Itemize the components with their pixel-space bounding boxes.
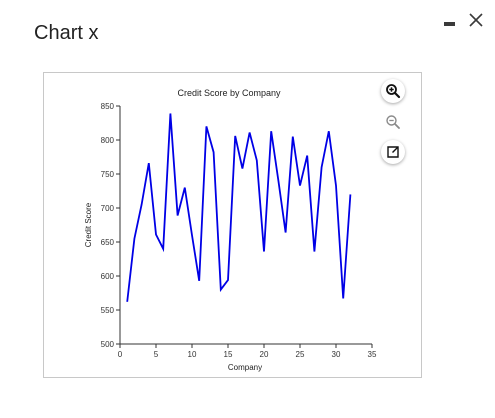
external-link-icon <box>387 146 399 158</box>
close-button[interactable] <box>466 10 486 30</box>
x-tick-label: 0 <box>118 350 123 359</box>
x-tick-label: 20 <box>260 350 269 359</box>
chart-panel: Credit Score by Company Company Credit S… <box>43 72 422 378</box>
chart-title: Credit Score by Company <box>177 88 281 98</box>
x-tick-label: 5 <box>154 350 159 359</box>
y-tick-label: 800 <box>101 136 115 145</box>
minimize-button[interactable] <box>441 10 461 30</box>
x-tick-label: 15 <box>224 350 233 359</box>
open-external-button[interactable] <box>381 140 405 164</box>
x-axis-label: Company <box>228 363 262 372</box>
x-tick-label: 30 <box>332 350 341 359</box>
minimize-icon <box>444 22 455 26</box>
zoom-in-icon <box>386 84 401 99</box>
y-tick-label: 750 <box>101 170 115 179</box>
y-tick-label: 600 <box>101 272 115 281</box>
x-tick-label: 10 <box>188 350 197 359</box>
y-tick-label: 700 <box>101 204 115 213</box>
y-tick-label: 550 <box>101 306 115 315</box>
zoom-out-icon <box>386 115 400 129</box>
y-tick-label: 650 <box>101 238 115 247</box>
chart-series <box>126 113 352 302</box>
dialog-title: Chart x <box>34 22 99 44</box>
x-tick-label: 25 <box>296 350 305 359</box>
y-axis-label: Credit Score <box>84 202 93 247</box>
x-tick-label: 35 <box>368 350 377 359</box>
zoom-out-button[interactable] <box>381 110 405 134</box>
close-icon <box>469 13 483 27</box>
y-tick-label: 500 <box>101 340 115 349</box>
chart-axes: 500 550 600 650 700 750 800 850 0 5 10 15 20 25 30 35 <box>101 102 377 359</box>
y-tick-label: 850 <box>101 102 115 111</box>
series-line-0 <box>126 113 352 302</box>
zoom-in-button[interactable] <box>381 79 405 103</box>
line-chart: Credit Score by Company Company Credit S… <box>84 88 377 372</box>
